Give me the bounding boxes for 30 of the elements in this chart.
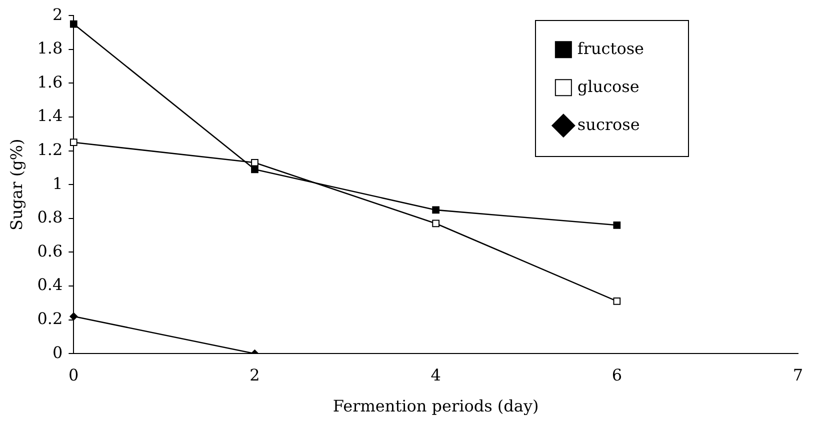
legend-label: fructose	[577, 38, 644, 58]
y-tick-label: 1.2	[37, 140, 63, 159]
y-tick-label: 0	[52, 342, 63, 362]
y-tick-label: 1	[52, 174, 63, 193]
x-tick-label: 6	[612, 365, 622, 384]
legend-label: glucose	[577, 76, 640, 96]
y-tick-label: 1.8	[37, 38, 63, 58]
y-tick-label: 2	[52, 4, 63, 24]
x-tick-label: 2	[250, 365, 260, 384]
point	[70, 138, 78, 146]
x-tick-label: 4	[430, 365, 441, 384]
y-tick-label: 0.2	[37, 308, 63, 328]
x-axis-title: Fermention periods (day)	[332, 396, 539, 416]
y-tick-label: 0.6	[37, 241, 63, 260]
point	[613, 298, 621, 305]
y-tick-label: 1.6	[37, 72, 63, 92]
y-tick-label: 0.8	[37, 208, 63, 227]
legend-label: sucrose	[577, 114, 640, 134]
y-tick-label: 0.4	[37, 275, 63, 294]
point	[251, 158, 258, 166]
point	[70, 312, 78, 320]
x-tick-label: 7	[792, 365, 804, 384]
point	[432, 206, 440, 214]
point	[251, 166, 258, 174]
point	[432, 220, 440, 228]
y-axis-title: Sugar (g%)	[6, 138, 26, 230]
point	[613, 221, 621, 229]
x-tick-label: 0	[68, 365, 79, 384]
y-tick-label: 1.4	[37, 106, 63, 126]
point	[70, 20, 78, 28]
